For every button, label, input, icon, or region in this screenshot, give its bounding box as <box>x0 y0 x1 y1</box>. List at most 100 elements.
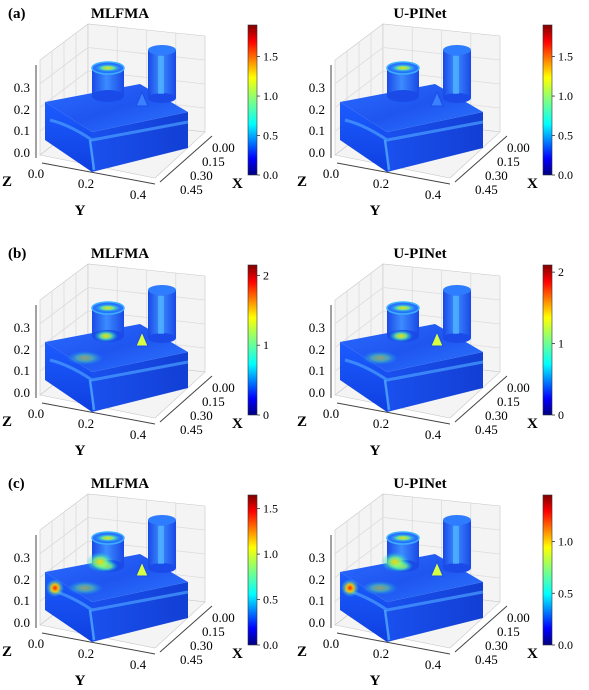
y-axis-label: Y <box>75 673 86 689</box>
x-axis-label: X <box>232 646 243 662</box>
slab-edge-highlight <box>88 609 96 641</box>
slab-hotspot <box>67 581 103 595</box>
tall-cylinder-top <box>148 45 176 55</box>
x-tick-label: 0.30 <box>190 638 213 653</box>
y-tick-label: 0.2 <box>78 416 94 431</box>
x-tick-label: 0.30 <box>485 638 508 653</box>
y-tick-label: 0.2 <box>373 176 389 191</box>
base-hotspot <box>94 330 118 342</box>
y-tick-label: 0.0 <box>323 636 339 651</box>
z-tick-label: 0.0 <box>309 385 325 400</box>
x-tick-label: 0.00 <box>212 140 235 155</box>
x-axis-line <box>159 375 213 423</box>
subplot-2: U-PINet 0.0 0.1 0.2 0.3 0.0 0.2 0.4 0.000.150.30… <box>297 6 573 219</box>
z-axis-label: Z <box>2 174 12 190</box>
colorbar-tick-label: 0.0 <box>558 168 573 182</box>
y-axis-line <box>41 162 156 185</box>
tall-cylinder-top <box>148 285 176 295</box>
x-axis-line <box>454 605 508 653</box>
z-tick-label: 0.0 <box>14 615 30 630</box>
short-cylinder-hotspot <box>390 304 416 312</box>
edge-hotspot <box>46 579 64 597</box>
y-axis-line <box>336 402 451 425</box>
colorbar <box>247 494 258 646</box>
colorbar-tick-label: 0 <box>263 408 269 422</box>
y-tick-label: 0.0 <box>28 406 44 421</box>
z-tick-label: 0.0 <box>14 385 30 400</box>
tall-cylinder-base <box>443 563 471 573</box>
z-tick-label: 0.2 <box>309 572 325 587</box>
x-axis-line <box>454 135 508 183</box>
base-hotspot <box>389 330 413 342</box>
panel-label: (b) <box>8 246 26 262</box>
slab-edge-highlight <box>383 139 391 171</box>
x-axis-label: X <box>232 416 243 432</box>
colorbar <box>542 494 553 646</box>
colorbar-tick-label: 2 <box>558 265 564 279</box>
slab-front-face <box>340 342 387 412</box>
z-axis-label: Z <box>2 414 12 430</box>
z-tick-label: 0.0 <box>14 145 30 160</box>
x-tick-label: 0.30 <box>485 168 508 183</box>
x-axis-label: X <box>527 646 538 662</box>
x-tick-label: 0.00 <box>212 610 235 625</box>
z-tick-label: 0.1 <box>14 593 30 608</box>
x-tick-label: 0.00 <box>507 140 530 155</box>
subplot-3: (b) MLFMA 0.0 0.1 0.2 0.3 0.0 0.2 0.4 0.000.150.3… <box>2 246 269 459</box>
z-tick-label: 0.2 <box>309 342 325 357</box>
colorbar-tick-label: 1.0 <box>263 89 278 103</box>
y-axis-line <box>336 632 451 655</box>
edge-hotspot <box>341 579 359 597</box>
y-tick-label: 0.0 <box>28 166 44 181</box>
z-tick-label: 0.1 <box>309 123 325 138</box>
x-tick-label: 0.15 <box>202 154 225 169</box>
z-tick-label: 0.2 <box>14 342 30 357</box>
tall-cylinder-top <box>443 285 471 295</box>
colorbar-tick-label: 0.5 <box>558 129 573 143</box>
slab-front-face <box>45 102 92 172</box>
z-tick-label: 0.3 <box>309 320 325 335</box>
short-cylinder-hotspot <box>390 534 416 542</box>
slab-edge-highlight <box>383 609 391 641</box>
slab-ridge <box>344 118 484 142</box>
cylinder-base-hotspot <box>86 552 114 572</box>
x-tick-label: 0.45 <box>180 182 203 197</box>
colorbar-tick-label: 0.0 <box>558 638 573 652</box>
x-tick-label: 0.30 <box>190 168 213 183</box>
z-tick-label: 0.3 <box>14 550 30 565</box>
z-tick-label: 0.2 <box>309 102 325 117</box>
y-tick-label: 0.4 <box>425 657 442 672</box>
y-tick-label: 0.2 <box>373 416 389 431</box>
x-tick-label: 0.00 <box>507 380 530 395</box>
colorbar-tick-label: 1 <box>263 338 269 352</box>
y-axis-line <box>336 162 451 185</box>
tall-cylinder-top <box>443 515 471 525</box>
y-axis-label: Y <box>75 203 86 219</box>
tall-cylinder-top <box>443 45 471 55</box>
y-tick-label: 0.2 <box>78 646 94 661</box>
tall-cylinder-base <box>443 93 471 103</box>
slab-ridge <box>49 358 189 382</box>
z-tick-label: 0.3 <box>309 550 325 565</box>
slab-hotspot <box>362 581 398 595</box>
z-tick-label: 0.0 <box>309 615 325 630</box>
panel-label: (c) <box>8 476 25 492</box>
y-axis-label: Y <box>370 203 381 219</box>
slab-ridge <box>344 358 484 382</box>
short-cylinder-hotspot <box>95 534 121 542</box>
z-tick-label: 0.1 <box>14 363 30 378</box>
y-tick-label: 0.4 <box>130 187 147 202</box>
slab-ridge <box>49 118 189 142</box>
z-axis-label: Z <box>297 414 307 430</box>
colorbar <box>542 264 553 416</box>
short-cylinder-hotspot <box>390 64 416 72</box>
slab-edge-highlight <box>88 379 96 411</box>
x-axis-label: X <box>527 176 538 192</box>
colorbar <box>247 264 258 416</box>
colorbar-tick-label: 0.5 <box>558 586 573 600</box>
tall-cylinder-top <box>148 515 176 525</box>
slab-front-face <box>340 102 387 172</box>
y-tick-label: 0.2 <box>78 176 94 191</box>
colorbar <box>247 24 258 176</box>
subplot-1: (a) MLFMA 0.0 0.1 0.2 0.3 0.0 0.2 0.4 0.000.150.3… <box>2 6 278 219</box>
